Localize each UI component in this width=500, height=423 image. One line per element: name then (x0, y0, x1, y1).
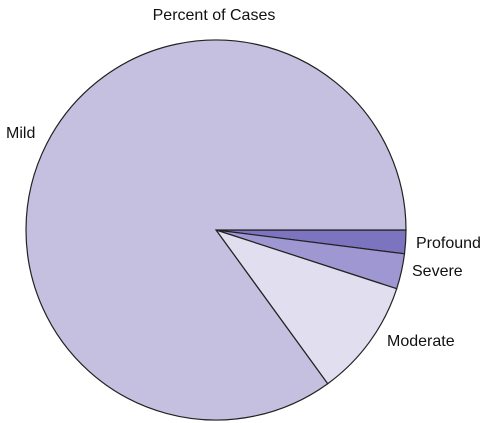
pie-slice-moderate (214, 228, 398, 385)
pie-slice-mild (25, 39, 407, 421)
chart-title: Percent of Cases (153, 7, 276, 24)
slice-label-severe: Severe (412, 263, 463, 280)
slice-label-mild: Mild (6, 125, 35, 142)
pie-slices (25, 39, 407, 421)
slice-label-moderate: Moderate (387, 333, 455, 350)
slice-label-profound: Profound (416, 235, 481, 252)
